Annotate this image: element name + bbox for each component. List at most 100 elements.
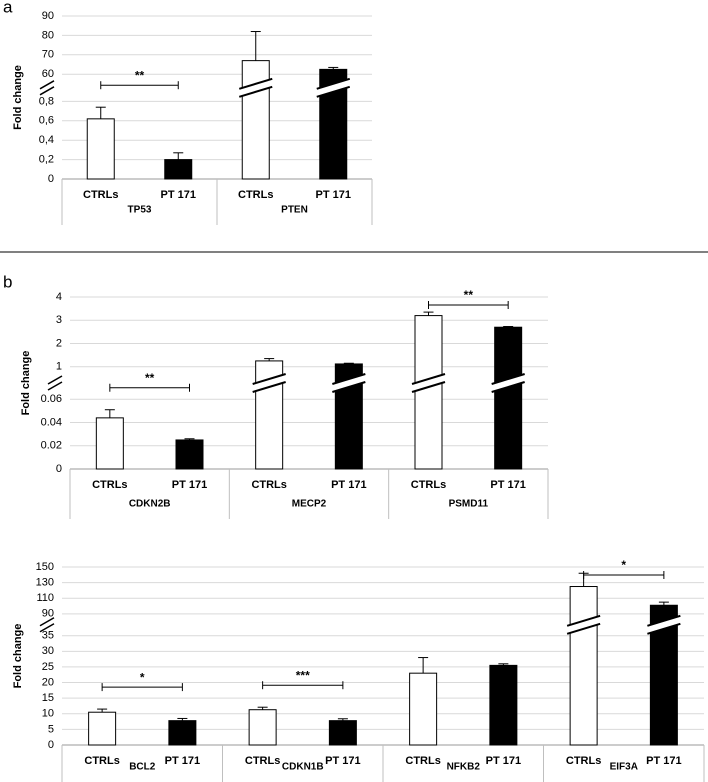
bar-break-line [252,381,286,393]
y-axis-label: Fold change [20,351,32,416]
bar-break-line [332,381,366,393]
group-label: BCL2 [129,762,156,773]
bar-break [648,615,680,634]
significance-label: * [621,558,626,572]
bar [95,417,124,470]
bar [241,60,270,180]
bar-break-line [566,622,601,635]
y-tick-label: 2 [56,337,62,349]
y-tick-label: 20 [42,676,54,688]
y-tick-label: 70 [42,49,54,61]
bar-break [413,374,444,392]
x-tick-label: CTRLs [92,479,127,491]
y-tick-label: 0 [56,463,62,475]
bar-break [492,374,524,392]
bar [328,720,357,746]
bar [409,672,438,746]
y-tick-label: 0,2 [39,154,54,166]
bar-break [568,615,600,634]
y-tick-label: 0,6 [39,115,54,127]
group-label: TP53 [128,205,152,216]
x-tick-label: CTRLs [83,189,118,201]
group-label: PTEN [281,205,308,216]
x-tick-label: PT 171 [325,755,360,767]
significance-label: ** [135,68,145,82]
x-tick-label: PT 171 [331,479,366,491]
bar-break-line [647,622,681,635]
x-tick-label: CTRLs [251,479,286,491]
y-tick-label: 130 [36,577,54,589]
bar-break [317,78,349,97]
axis-break [47,381,63,391]
y-tick-label: 25 [42,661,54,673]
y-tick-label: 0 [48,173,54,185]
group-label: EIF3A [610,762,638,773]
x-tick-label: PT 171 [490,479,525,491]
bar-break [240,78,272,97]
y-tick-label: 35 [42,630,54,642]
significance-label: ** [464,288,474,302]
x-tick-label: PT 171 [161,189,196,201]
bar-break-line [411,381,446,393]
panel-label: a [3,0,13,16]
y-tick-label: 0.04 [41,416,62,428]
bar-break-line [647,614,681,627]
bar [489,664,518,746]
axis-break [47,375,63,385]
y-tick-label: 110 [36,592,54,604]
y-tick-label: 0.06 [41,393,62,405]
x-tick-label: CTRLs [84,755,119,767]
x-tick-label: PT 171 [165,755,200,767]
x-tick-label: CTRLs [238,189,273,201]
bar-break-line [316,85,351,98]
axis-break [39,623,55,633]
group-label: CDKN1B [282,762,324,773]
bar-break-line [332,373,366,385]
bar-break-line [491,373,525,385]
y-tick-label: 1 [56,361,62,373]
bar [569,586,598,746]
bar [86,118,115,180]
x-tick-label: CTRLs [245,755,280,767]
y-tick-label: 0,4 [39,134,54,146]
bar [175,439,204,470]
y-tick-label: 90 [42,10,54,22]
y-axis-label: Fold change [12,65,24,130]
x-tick-label: CTRLs [411,479,446,491]
x-tick-label: PT 171 [646,755,681,767]
panel-label: b [3,272,12,291]
bar-break-line [411,373,446,385]
bar-break-line [566,614,601,627]
y-tick-label: 80 [42,29,54,41]
y-tick-label: 10 [42,708,54,720]
y-tick-label: 5 [48,723,54,735]
group-label: CDKN2B [129,499,171,510]
y-axis-label: Fold change [12,624,24,689]
x-tick-label: CTRLs [566,755,601,767]
bar [494,326,523,470]
y-tick-label: 150 [36,561,54,573]
y-tick-label: 0 [48,739,54,751]
axis-break [39,617,55,627]
group-label: MECP2 [292,499,327,510]
significance-label: ** [145,371,155,385]
bar-break [253,374,285,392]
y-tick-label: 0,8 [39,95,54,107]
x-tick-label: CTRLs [405,755,440,767]
y-tick-label: 30 [42,645,54,657]
bar [414,315,443,470]
bar [164,159,193,180]
y-tick-label: 90 [42,608,54,620]
bar-break-line [238,85,273,98]
x-tick-label: PT 171 [486,755,521,767]
y-tick-label: 0.02 [41,440,62,452]
group-label: PSMD11 [449,499,489,510]
group-label: NFKB2 [447,762,481,773]
bar-break-line [238,77,273,90]
x-tick-label: PT 171 [316,189,351,201]
x-tick-label: PT 171 [172,479,207,491]
y-tick-label: 60 [42,68,54,80]
y-tick-label: 15 [42,692,54,704]
